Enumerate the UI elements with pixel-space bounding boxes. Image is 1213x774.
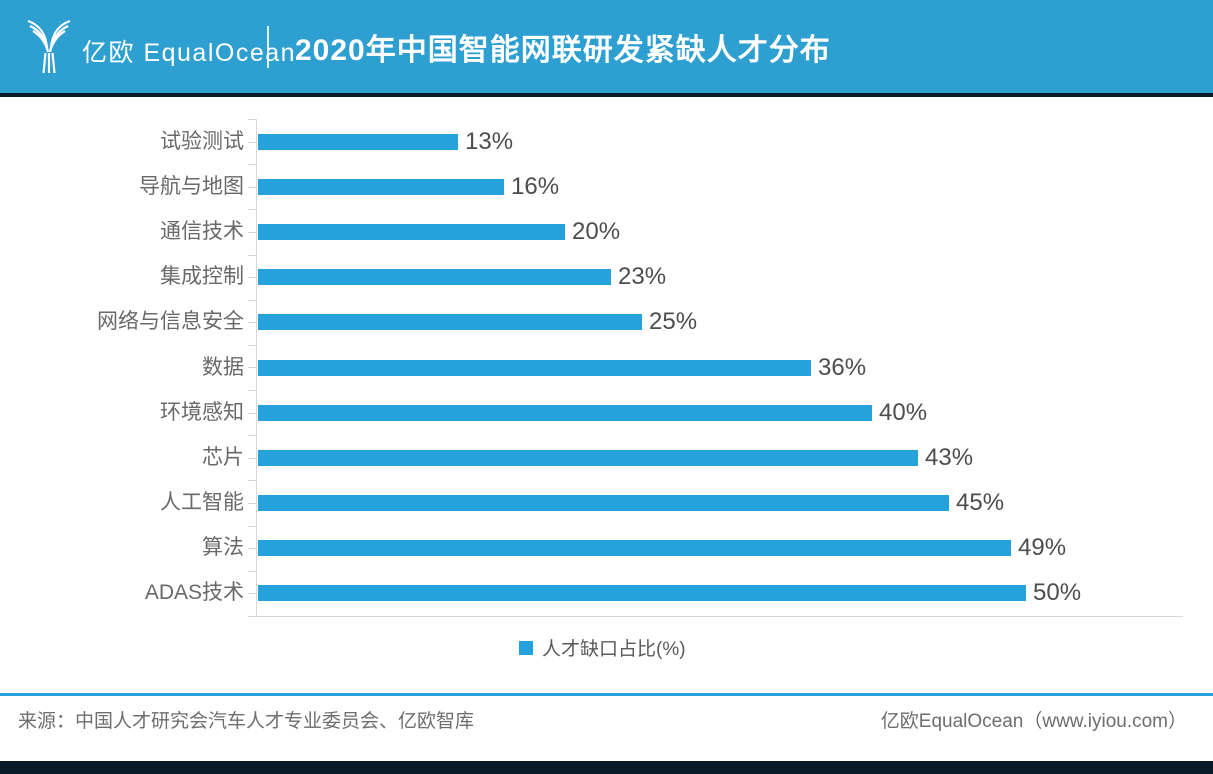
brand-text: 亿欧EqualOcean（www.iyiou.com） bbox=[880, 711, 1187, 732]
bar bbox=[258, 134, 458, 150]
category-label: 环境感知 bbox=[160, 400, 244, 424]
category-label: ADAS技术 bbox=[144, 581, 244, 604]
bar bbox=[258, 494, 949, 511]
axis-tick bbox=[248, 503, 256, 505]
axis-tick bbox=[248, 277, 256, 279]
axis-tick bbox=[248, 593, 256, 595]
category-label: 试验测试 bbox=[160, 130, 244, 153]
logo-text: 亿欧 EqualOcean bbox=[82, 38, 297, 67]
axis-tick bbox=[248, 548, 256, 550]
axis-tick bbox=[248, 322, 256, 324]
axis-tick bbox=[248, 570, 256, 572]
category-label: 数据 bbox=[202, 355, 244, 379]
axis-tick bbox=[248, 186, 256, 188]
axis-tick bbox=[248, 435, 256, 437]
bar-value-label: 25% bbox=[649, 308, 698, 336]
category-label: 导航与地图 bbox=[139, 175, 244, 199]
source-text: 来源：中国人才研究会汽车人才专业委员会、亿欧智库 bbox=[18, 711, 475, 732]
bar bbox=[258, 314, 642, 331]
axis-tick bbox=[248, 344, 256, 346]
legend-swatch bbox=[519, 640, 533, 655]
axis-tick bbox=[248, 141, 256, 143]
legend-label: 人才缺口占比(%) bbox=[542, 639, 686, 660]
bar bbox=[258, 269, 611, 286]
bar-value-label: 45% bbox=[956, 488, 1005, 516]
bar-value-label: 20% bbox=[572, 218, 621, 246]
bar-value-label: 36% bbox=[818, 353, 867, 381]
axis-tick bbox=[248, 164, 256, 166]
axis-tick bbox=[248, 231, 256, 233]
category-label: 集成控制 bbox=[160, 265, 244, 289]
bar-value-label: 13% bbox=[465, 128, 514, 155]
legend: 人才缺口占比(%) bbox=[519, 634, 686, 661]
category-label: 芯片 bbox=[202, 445, 244, 469]
bar-value-label: 16% bbox=[511, 173, 560, 201]
axis-tick bbox=[248, 119, 256, 120]
bar-value-label: 40% bbox=[879, 398, 928, 426]
bar bbox=[258, 359, 811, 376]
axis-tick bbox=[248, 457, 256, 459]
axis-tick bbox=[248, 412, 256, 414]
bar-value-label: 23% bbox=[618, 263, 667, 291]
bar bbox=[258, 404, 872, 421]
axis-tick bbox=[248, 367, 256, 369]
axis-tick bbox=[248, 254, 256, 256]
axis-tick bbox=[248, 299, 256, 301]
x-axis-line bbox=[256, 616, 1183, 617]
axis-tick bbox=[248, 480, 256, 482]
axis-tick bbox=[248, 615, 256, 617]
axis-tick bbox=[248, 390, 256, 392]
bottom-accent-bar bbox=[0, 761, 1213, 774]
footer-divider-line bbox=[0, 693, 1213, 696]
header-underline bbox=[0, 93, 1213, 97]
y-axis-line bbox=[256, 119, 257, 617]
bar-value-label: 49% bbox=[1018, 533, 1067, 561]
equalocean-logo-icon bbox=[27, 19, 71, 74]
bar bbox=[258, 585, 1026, 601]
category-label: 网络与信息安全 bbox=[97, 310, 244, 334]
category-label: 算法 bbox=[202, 535, 244, 559]
axis-tick bbox=[248, 209, 256, 211]
bar bbox=[258, 449, 918, 466]
header-band: 亿欧 EqualOcean 2020年中国智能网联研发紧缺人才分布 bbox=[0, 0, 1213, 93]
category-label: 人工智能 bbox=[160, 490, 244, 514]
page-title: 2020年中国智能网联研发紧缺人才分布 bbox=[295, 33, 831, 67]
bar-value-label: 50% bbox=[1033, 579, 1082, 606]
bar bbox=[258, 224, 565, 241]
bar-value-label: 43% bbox=[925, 443, 974, 471]
bar bbox=[258, 539, 1011, 556]
category-label: 通信技术 bbox=[160, 220, 244, 244]
bar bbox=[258, 179, 504, 196]
axis-tick bbox=[248, 525, 256, 527]
header-divider bbox=[267, 26, 269, 68]
